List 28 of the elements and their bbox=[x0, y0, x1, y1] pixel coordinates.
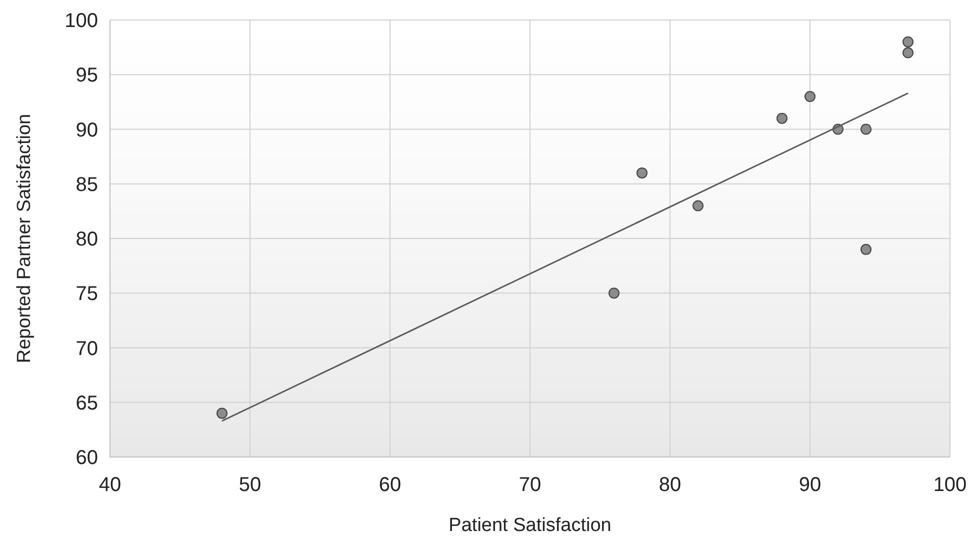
x-tick-label: 50 bbox=[238, 474, 262, 496]
y-tick-label: 75 bbox=[76, 283, 98, 306]
point bbox=[776, 112, 788, 124]
y-tick-label: 85 bbox=[76, 174, 98, 196]
point bbox=[860, 124, 872, 135]
point bbox=[692, 200, 704, 212]
x-tick-label: 100 bbox=[933, 474, 967, 496]
point bbox=[902, 36, 914, 48]
x-tick-label: 80 bbox=[658, 474, 682, 496]
y-tick-label: 90 bbox=[76, 119, 98, 142]
point bbox=[902, 47, 914, 58]
y-axis-title: Reported Partner Satisfaction bbox=[14, 114, 35, 364]
x-tick-label: 40 bbox=[98, 474, 122, 496]
y-tick-label: 60 bbox=[76, 447, 98, 469]
x-axis-title: Patient Satisfaction bbox=[448, 515, 612, 536]
point bbox=[804, 90, 816, 102]
x-tick-label: 60 bbox=[378, 474, 402, 496]
y-tick-label: 80 bbox=[76, 228, 98, 250]
point bbox=[860, 244, 872, 255]
y-tick-label: 65 bbox=[76, 392, 98, 414]
point bbox=[608, 288, 620, 299]
y-tick-label: 100 bbox=[64, 10, 98, 32]
point bbox=[636, 167, 648, 178]
point bbox=[216, 408, 228, 419]
y-tick-label: 70 bbox=[76, 338, 98, 360]
x-tick-label: 90 bbox=[798, 474, 822, 496]
y-tick-label: 95 bbox=[76, 64, 98, 87]
x-tick-label: 70 bbox=[518, 474, 542, 496]
